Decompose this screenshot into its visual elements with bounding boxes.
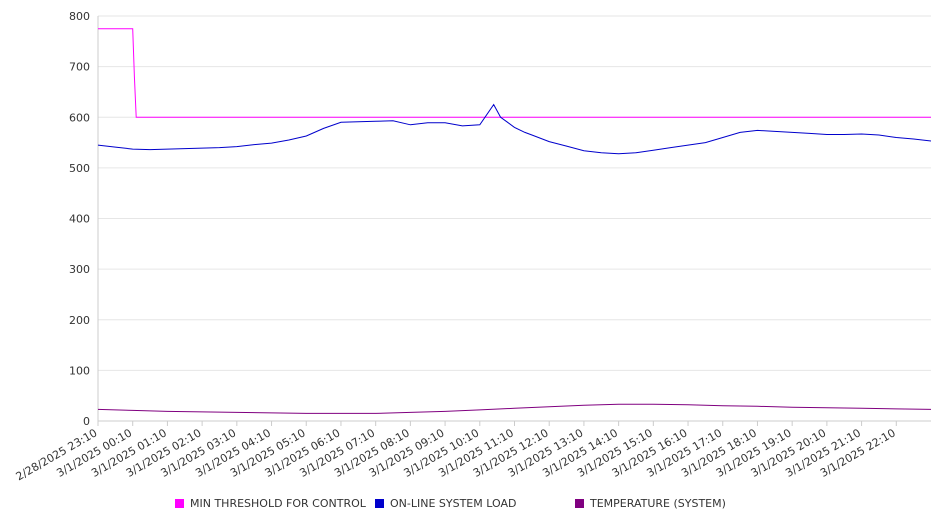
legend-label: MIN THRESHOLD FOR CONTROL [190, 497, 366, 510]
legend-label: ON-LINE SYSTEM LOAD [390, 497, 517, 510]
y-tick-label: 100 [69, 364, 90, 377]
y-tick-label: 0 [83, 415, 90, 428]
y-tick-label: 500 [69, 162, 90, 175]
legend: MIN THRESHOLD FOR CONTROL ON-LINE SYSTEM … [0, 497, 946, 515]
y-tick-label: 400 [69, 213, 90, 226]
y-tick-label: 300 [69, 263, 90, 276]
legend-label: TEMPERATURE (SYSTEM) [590, 497, 726, 510]
legend-swatch [375, 499, 384, 508]
gridlines [98, 15, 931, 422]
legend-item: TEMPERATURE (SYSTEM) [575, 497, 726, 510]
series-lines [97, 28, 932, 414]
y-axis-ticks: 0 100 200 300 400 500 600 700 800 [69, 10, 90, 428]
legend-item: MIN THRESHOLD FOR CONTROL [175, 497, 366, 510]
legend-swatch [575, 499, 584, 508]
y-tick-label: 800 [69, 10, 90, 23]
y-tick-label: 200 [69, 314, 90, 327]
x-axis-ticks: 2/28/2025 23:103/1/2025 00:103/1/2025 01… [14, 421, 898, 483]
y-tick-label: 700 [69, 61, 90, 74]
legend-item: ON-LINE SYSTEM LOAD [375, 497, 516, 510]
series-line-2 [97, 103, 932, 155]
series-line-3 [97, 403, 932, 414]
series-line-1 [98, 28, 931, 118]
legend-swatch [175, 499, 184, 508]
y-tick-label: 600 [69, 111, 90, 124]
